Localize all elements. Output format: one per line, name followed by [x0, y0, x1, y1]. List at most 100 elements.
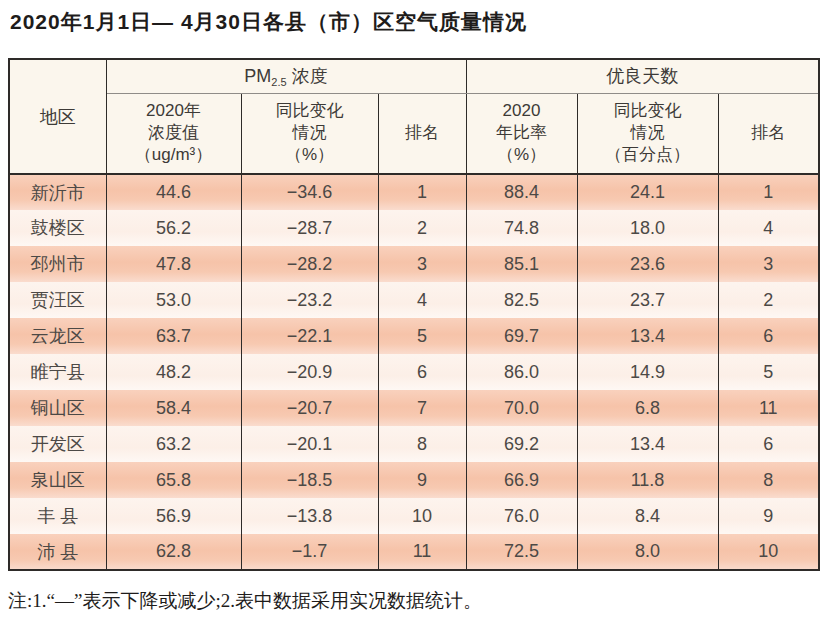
pm-value-cell: 48.2 — [106, 354, 241, 390]
region-cell: 云龙区 — [9, 318, 106, 354]
table-row: 新沂市 44.6 −34.6 1 88.4 24.1 1 — [9, 174, 819, 210]
table-row: 邳州市 47.8 −28.2 3 85.1 23.6 3 — [9, 246, 819, 282]
pm-rank-cell: 9 — [378, 462, 466, 498]
column-header-good-ratio: 2020 年比率 （%） — [466, 93, 577, 174]
pm-value-cell: 65.8 — [106, 462, 241, 498]
footnote: 注:1.“—”表示下降或减少;2.表中数据采用实况数据统计。 — [8, 588, 482, 614]
page: 2020年1月1日— 4月30日各县（市）区空气质量情况 地区 PM2.5 浓度… — [0, 0, 825, 620]
good-change-cell: 8.0 — [577, 534, 718, 570]
column-header-good-rank: 排名 — [718, 93, 819, 174]
column-header-good-change: 同比变化 情况 （百分点） — [577, 93, 718, 174]
column-group-good-days: 优良天数 — [466, 59, 819, 93]
pm-value-cell: 62.8 — [106, 534, 241, 570]
table-row: 铜山区 58.4 −20.7 7 70.0 6.8 11 — [9, 390, 819, 426]
good-ratio-cell: 85.1 — [466, 246, 577, 282]
table-body: 新沂市 44.6 −34.6 1 88.4 24.1 1 鼓楼区 56.2 −2… — [9, 174, 819, 570]
table-row: 鼓楼区 56.2 −28.7 2 74.8 18.0 4 — [9, 210, 819, 246]
table-row: 泉山区 65.8 −18.5 9 66.9 11.8 8 — [9, 462, 819, 498]
region-cell: 鼓楼区 — [9, 210, 106, 246]
good-rank-cell: 1 — [718, 174, 819, 210]
pm-rank-cell: 3 — [378, 246, 466, 282]
good-ratio-cell: 69.2 — [466, 426, 577, 462]
pm25-suffix: 浓度 — [287, 66, 328, 86]
good-rank-cell: 4 — [718, 210, 819, 246]
pm-value-cell: 56.2 — [106, 210, 241, 246]
pm-value-cell: 58.4 — [106, 390, 241, 426]
good-ratio-cell: 66.9 — [466, 462, 577, 498]
region-cell: 睢宁县 — [9, 354, 106, 390]
good-change-cell: 8.4 — [577, 498, 718, 534]
good-rank-cell: 11 — [718, 390, 819, 426]
good-rank-cell: 3 — [718, 246, 819, 282]
column-header-pm-value: 2020年 浓度值 （ug/m³） — [106, 93, 241, 174]
column-group-pm25: PM2.5 浓度 — [106, 59, 466, 93]
region-cell: 贾汪区 — [9, 282, 106, 318]
pm-value-cell: 63.2 — [106, 426, 241, 462]
good-ratio-cell: 72.5 — [466, 534, 577, 570]
good-change-cell: 11.8 — [577, 462, 718, 498]
good-ratio-cell: 74.8 — [466, 210, 577, 246]
pm-change-cell: −20.9 — [241, 354, 378, 390]
good-ratio-cell: 69.7 — [466, 318, 577, 354]
region-cell: 新沂市 — [9, 174, 106, 210]
region-cell: 邳州市 — [9, 246, 106, 282]
good-rank-cell: 6 — [718, 318, 819, 354]
pm-change-cell: −20.1 — [241, 426, 378, 462]
header-group-row: 地区 PM2.5 浓度 优良天数 — [9, 59, 819, 93]
air-quality-table: 地区 PM2.5 浓度 优良天数 2020年 浓度值 （ug/m³） 同比变化 … — [8, 58, 820, 571]
pm-change-cell: −20.7 — [241, 390, 378, 426]
pm-value-cell: 53.0 — [106, 282, 241, 318]
pm-rank-cell: 4 — [378, 282, 466, 318]
table-row: 丰 县 56.9 −13.8 10 76.0 8.4 9 — [9, 498, 819, 534]
good-change-cell: 18.0 — [577, 210, 718, 246]
pm-rank-cell: 6 — [378, 354, 466, 390]
pm-rank-cell: 2 — [378, 210, 466, 246]
good-ratio-cell: 86.0 — [466, 354, 577, 390]
pm-value-cell: 56.9 — [106, 498, 241, 534]
table-row: 贾汪区 53.0 −23.2 4 82.5 23.7 2 — [9, 282, 819, 318]
table-row: 云龙区 63.7 −22.1 5 69.7 13.4 6 — [9, 318, 819, 354]
region-cell: 铜山区 — [9, 390, 106, 426]
good-rank-cell: 8 — [718, 462, 819, 498]
table-row: 沛 县 62.8 −1.7 11 72.5 8.0 10 — [9, 534, 819, 570]
column-header-pm-change: 同比变化 情况 （%） — [241, 93, 378, 174]
pm-rank-cell: 5 — [378, 318, 466, 354]
good-change-cell: 14.9 — [577, 354, 718, 390]
pm-change-cell: −18.5 — [241, 462, 378, 498]
good-rank-cell: 2 — [718, 282, 819, 318]
header-sub-row: 2020年 浓度值 （ug/m³） 同比变化 情况 （%） 排名 2020 年比… — [9, 93, 819, 174]
good-change-cell: 23.6 — [577, 246, 718, 282]
good-ratio-cell: 70.0 — [466, 390, 577, 426]
good-ratio-cell: 88.4 — [466, 174, 577, 210]
table-header: 地区 PM2.5 浓度 优良天数 2020年 浓度值 （ug/m³） 同比变化 … — [9, 59, 819, 174]
table-row: 开发区 63.2 −20.1 8 69.2 13.4 6 — [9, 426, 819, 462]
pm-value-cell: 44.6 — [106, 174, 241, 210]
region-cell: 开发区 — [9, 426, 106, 462]
region-cell: 泉山区 — [9, 462, 106, 498]
good-change-cell: 13.4 — [577, 318, 718, 354]
region-cell: 沛 县 — [9, 534, 106, 570]
pm-change-cell: −23.2 — [241, 282, 378, 318]
column-header-pm-rank: 排名 — [378, 93, 466, 174]
pm-change-cell: −22.1 — [241, 318, 378, 354]
pm25-prefix: PM — [244, 66, 271, 86]
good-rank-cell: 10 — [718, 534, 819, 570]
page-title: 2020年1月1日— 4月30日各县（市）区空气质量情况 — [10, 8, 527, 36]
pm-rank-cell: 11 — [378, 534, 466, 570]
good-change-cell: 23.7 — [577, 282, 718, 318]
good-rank-cell: 9 — [718, 498, 819, 534]
pm-rank-cell: 1 — [378, 174, 466, 210]
good-change-cell: 13.4 — [577, 426, 718, 462]
good-ratio-cell: 76.0 — [466, 498, 577, 534]
pm-change-cell: −1.7 — [241, 534, 378, 570]
pm-change-cell: −13.8 — [241, 498, 378, 534]
column-header-region: 地区 — [9, 59, 106, 174]
good-change-cell: 6.8 — [577, 390, 718, 426]
good-rank-cell: 5 — [718, 354, 819, 390]
good-ratio-cell: 82.5 — [466, 282, 577, 318]
pm-change-cell: −34.6 — [241, 174, 378, 210]
pm-value-cell: 47.8 — [106, 246, 241, 282]
pm-change-cell: −28.2 — [241, 246, 378, 282]
pm-value-cell: 63.7 — [106, 318, 241, 354]
pm-rank-cell: 10 — [378, 498, 466, 534]
